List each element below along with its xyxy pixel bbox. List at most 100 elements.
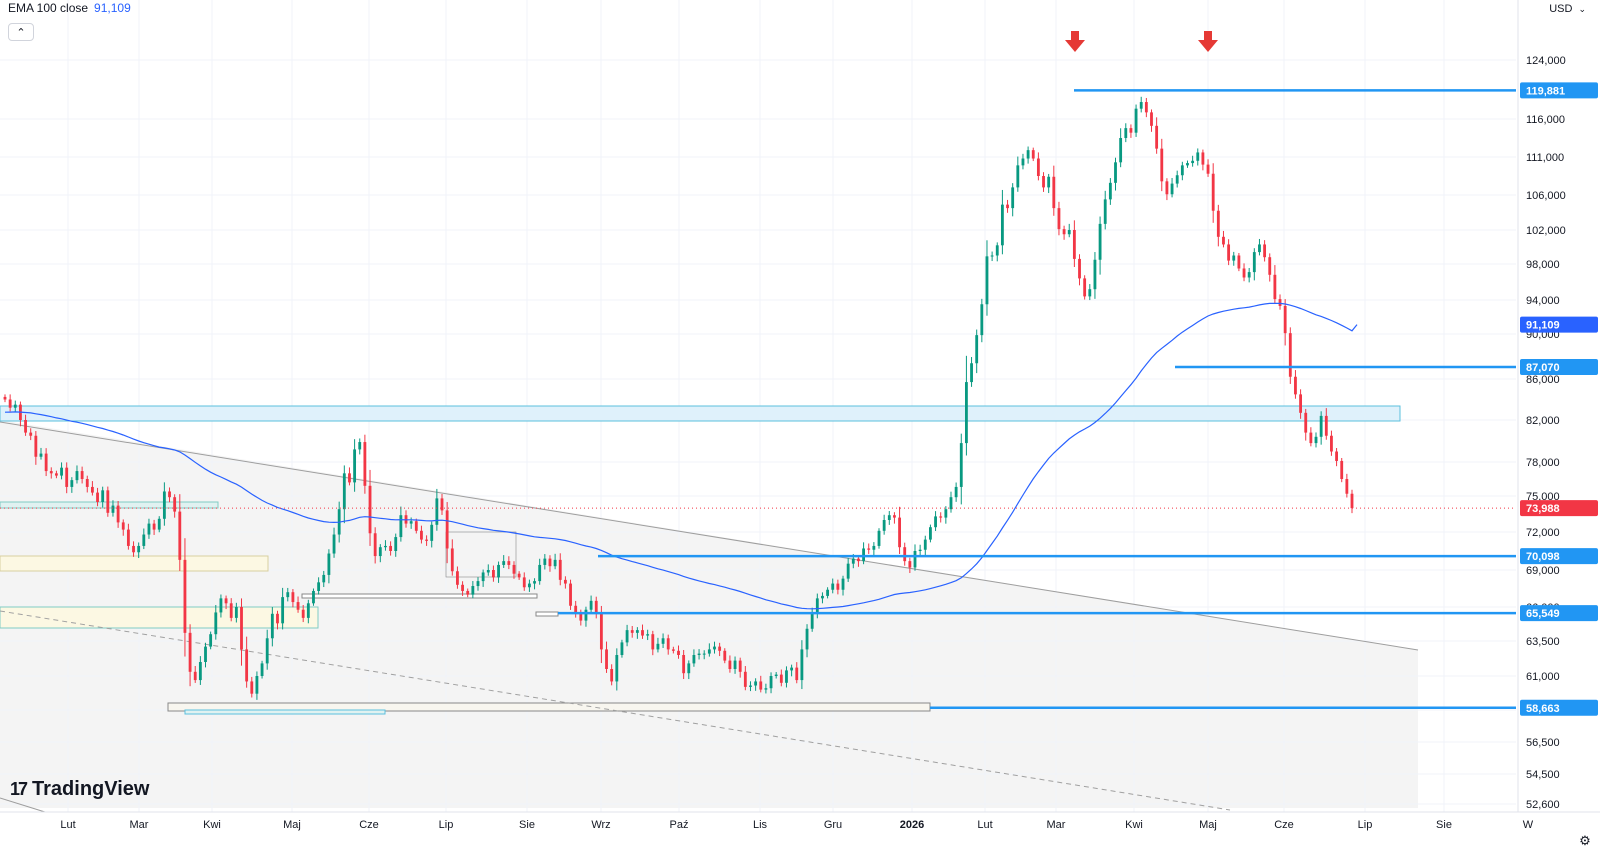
candle-body [85,479,89,487]
indicator-legend[interactable]: EMA 100 close 91,109 [8,0,131,16]
candle-body [450,548,454,572]
candle [49,467,53,479]
candle-body [779,674,783,683]
candle [1062,225,1066,240]
candle [522,572,526,591]
candle-body [666,638,670,650]
candle [553,553,557,570]
candle [687,660,691,680]
candle-body [1196,152,1200,161]
resistance-zone [0,405,1401,422]
y-tick-label: 72,000 [1526,527,1560,539]
candle [1129,124,1133,138]
candle [599,605,603,664]
candle-body [1067,230,1071,235]
candle [898,506,901,555]
candle-body [517,573,521,578]
candle [702,650,706,660]
candle [147,518,151,539]
candle-body [3,396,7,400]
candle [1330,430,1333,456]
x-tick-label: Lut [977,819,992,831]
candle-body [96,492,99,502]
candle-body [1011,187,1015,209]
candle-body [1150,112,1153,126]
x-tick-label: Kwi [203,819,221,831]
candle-body [635,630,639,633]
candle [939,512,943,523]
candle-body [805,628,809,650]
candle [1314,432,1318,448]
candle [245,636,249,688]
candle [605,641,608,673]
candle-body [389,545,393,551]
candle [270,607,274,647]
candle [959,433,963,505]
candle [954,482,958,502]
price-badge: 73,988 [1520,500,1598,517]
candle [903,542,907,566]
currency-label: USD [1549,3,1573,15]
currency-selector[interactable]: USD ⌄ [1549,0,1586,18]
candle-body [250,681,254,694]
candle-body [677,650,680,655]
candle-body [1000,204,1004,246]
candle-body [8,399,12,408]
candle-body [584,609,588,621]
candle [980,298,984,343]
candle-body [697,653,701,655]
candle-body [409,521,413,524]
candle [543,554,547,570]
candle-body [656,643,660,650]
candle [1052,165,1056,216]
collapse-legend-button[interactable]: ⌃ [8,23,34,41]
candle-body [1098,223,1102,260]
candle-body [723,650,727,661]
candle-body [1057,208,1061,230]
candle-body [728,660,732,669]
candle-body [548,558,552,567]
candle [255,671,259,700]
candle [466,588,470,598]
x-tick-label: Wrz [591,819,610,831]
candle [301,604,305,623]
candle [594,596,598,619]
candle-body [106,490,110,513]
candle [1242,263,1246,282]
x-tick-label: Sie [519,819,535,831]
candle-body [1006,204,1009,209]
candle-body [882,520,886,531]
candle-body [625,630,629,643]
candle [471,581,475,599]
candle-body [1170,183,1174,195]
candle [1201,149,1205,171]
candle [378,544,382,563]
candle [908,557,912,574]
supply-zone [0,555,269,572]
candle [1093,252,1097,299]
candle [414,518,418,534]
candle [420,525,423,544]
candle-body [1247,272,1251,278]
candle-body [1227,244,1231,261]
candle [317,577,321,595]
candle [610,664,614,686]
candle-body [1288,333,1292,377]
candle [65,462,69,494]
candle [841,575,845,596]
y-tick-label: 82,000 [1526,415,1560,427]
price-badge-bg [1520,316,1598,333]
candle-body [126,529,130,546]
candle-body [363,442,367,486]
candle-body [492,570,495,578]
candle [1180,161,1184,181]
candle [445,502,449,564]
candle [1288,327,1292,384]
candle [13,400,17,413]
x-tick-label: Maj [1199,819,1217,831]
candle [198,656,202,685]
gear-icon[interactable]: ⚙ [1579,833,1591,848]
candle-body [1263,244,1267,258]
candle-body [384,545,387,548]
